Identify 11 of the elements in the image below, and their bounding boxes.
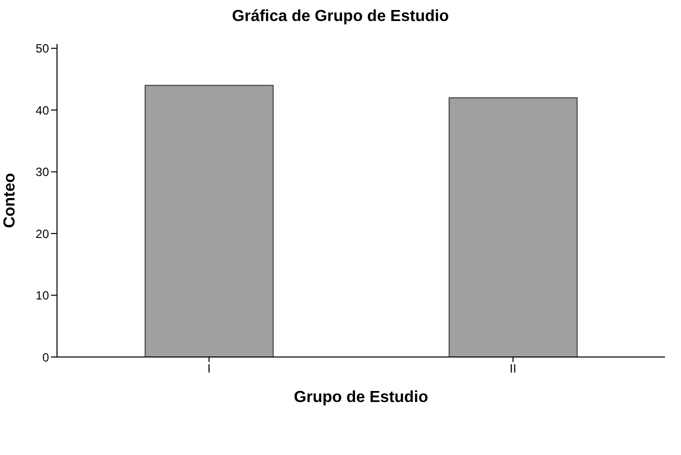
x-tick-label: I <box>207 362 211 376</box>
y-tick-label: 0 <box>42 350 50 364</box>
y-tick-label: 30 <box>36 165 50 180</box>
y-tick-label: 40 <box>36 103 50 118</box>
y-tick-label: 10 <box>36 288 50 303</box>
y-tick-label: 20 <box>36 226 50 241</box>
x-tick-label: II <box>510 362 516 376</box>
x-axis-title: Grupo de Estudio <box>294 389 428 406</box>
y-tick-label: 50 <box>36 42 50 56</box>
chart-title: Gráfica de Grupo de Estudio <box>231 8 450 26</box>
y-axis-title: Conteo <box>2 172 19 228</box>
